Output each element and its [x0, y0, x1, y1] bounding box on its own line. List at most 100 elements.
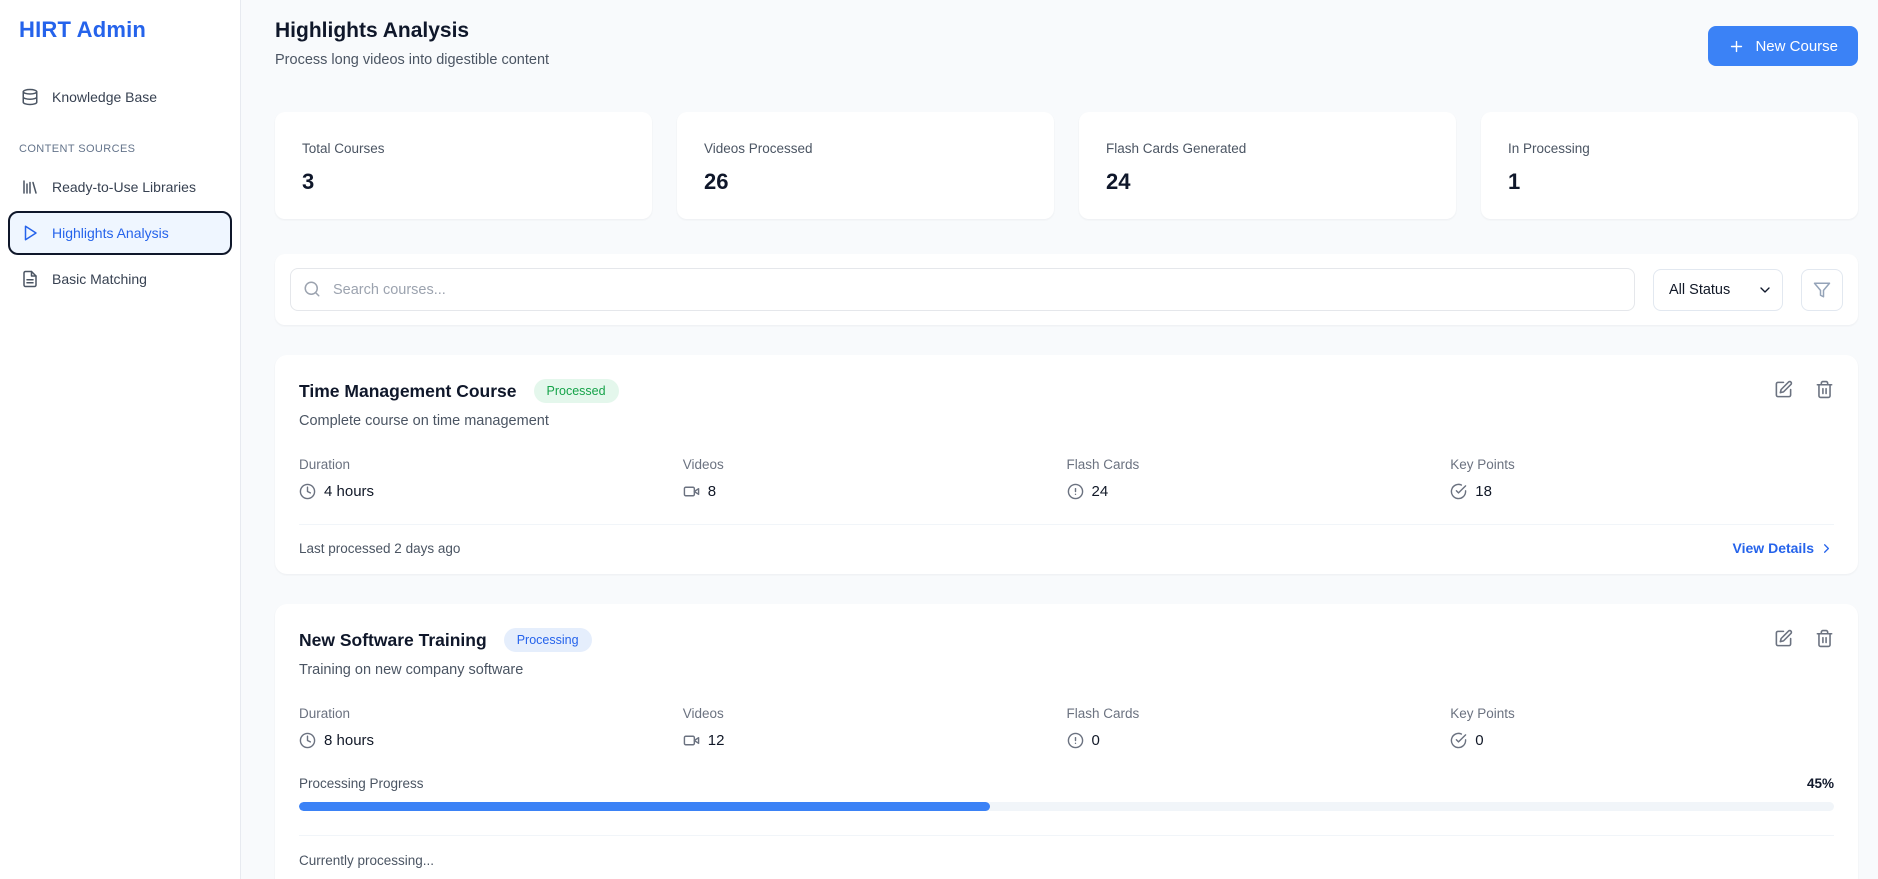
metric-label: Duration	[299, 706, 351, 721]
course-description: Complete course on time management	[299, 413, 549, 429]
status-filter-select[interactable]: All Status	[1653, 268, 1783, 311]
metric-value: 8	[707, 483, 717, 500]
new-course-button[interactable]: New Course	[1708, 26, 1858, 66]
sidebar-item-basic-matching[interactable]: Basic Matching	[8, 257, 232, 301]
chevron-right-icon	[1824, 543, 1829, 553]
stat-label: Flash Cards Generated	[1106, 141, 1247, 156]
stat-value: 26	[704, 169, 729, 194]
brand-title: HIRT Admin	[19, 17, 147, 42]
metric-label: Flash Cards	[1066, 706, 1140, 721]
clock-icon	[299, 483, 316, 500]
metric-value: 18	[1475, 483, 1492, 500]
sidebar-item-ready-to-use-libraries[interactable]: Ready-to-Use Libraries	[8, 165, 232, 209]
metric-value: 24	[1091, 483, 1109, 500]
metric-videos: Videos 8	[683, 457, 1067, 500]
status-badge: Processing	[503, 628, 592, 652]
delete-course-button[interactable]	[1815, 629, 1834, 651]
course-metrics: Duration 4 hours Videos 8	[299, 457, 1834, 500]
course-metrics: Duration 8 hours Videos 12	[299, 706, 1834, 749]
sidebar-item-knowledge-base[interactable]: Knowledge Base	[8, 75, 232, 119]
metric-key-points: Key Points 18	[1450, 457, 1834, 500]
sidebar: HIRT Admin Knowledge Base CONTENT SOURCE…	[0, 0, 241, 879]
metric-label: Videos	[682, 457, 724, 472]
course-card-actions	[1774, 380, 1834, 402]
trash-icon	[1816, 629, 1833, 648]
status-badge: Processed	[533, 379, 619, 403]
sidebar-item-label: Knowledge Base	[52, 89, 158, 105]
search-toolbar: All Status	[275, 254, 1858, 325]
progress-bar-fill	[299, 802, 990, 811]
progress-label: Processing Progress	[299, 776, 424, 791]
sidebar-item-label: Ready-to-Use Libraries	[52, 179, 196, 195]
metric-value: 12	[707, 732, 725, 749]
metric-value: 0	[1475, 732, 1484, 749]
stat-card-in-processing: In Processing 1	[1481, 112, 1858, 219]
database-icon	[22, 88, 38, 106]
view-details-link[interactable]: View Details	[1733, 540, 1834, 556]
metric-flash-cards: Flash Cards 0	[1067, 706, 1451, 749]
metric-videos: Videos 12	[683, 706, 1067, 749]
video-icon	[683, 486, 700, 497]
alert-circle-icon	[1067, 732, 1083, 749]
metric-label: Key Points	[1450, 706, 1515, 721]
page-header: Highlights Analysis Process long videos …	[275, 14, 1858, 68]
metric-value: 4 hours	[324, 483, 375, 500]
processing-status-text: Currently processing...	[299, 853, 435, 868]
status-filter-wrapper: All Status	[1653, 268, 1783, 311]
new-course-button-label: New Course	[1755, 37, 1838, 55]
metric-label: Flash Cards	[1066, 457, 1140, 472]
delete-course-button[interactable]	[1815, 380, 1834, 402]
search-input[interactable]	[290, 268, 1635, 311]
course-title: New Software Training	[299, 629, 487, 650]
filter-button[interactable]	[1801, 268, 1843, 311]
search-field-wrapper	[290, 268, 1635, 311]
page-subtitle: Process long videos into digestible cont…	[275, 52, 550, 68]
file-text-icon	[23, 270, 37, 288]
sidebar-item-label: Highlights Analysis	[52, 225, 169, 241]
course-card-footer: Last processed 2 days ago View Details	[299, 524, 1834, 574]
funnel-icon	[1813, 282, 1831, 297]
last-processed-text: Last processed 2 days ago	[299, 540, 461, 556]
library-icon	[23, 180, 37, 194]
course-card-footer: Currently processing...	[299, 835, 1834, 879]
stat-card-videos-processed: Videos Processed 26	[677, 112, 1054, 219]
course-card-time-management: Time Management Course Processed	[275, 355, 1858, 574]
alert-circle-icon	[1067, 483, 1083, 500]
stat-value: 1	[1508, 169, 1521, 194]
course-card-header: Time Management Course Processed	[299, 379, 1834, 403]
stat-card-total-courses: Total Courses 3	[275, 112, 652, 219]
metric-duration: Duration 4 hours	[299, 457, 683, 500]
metric-label: Key Points	[1450, 457, 1515, 472]
course-card-header: New Software Training Processing	[299, 628, 1834, 652]
processing-progress-section: Processing Progress 45%	[299, 776, 1834, 811]
clock-icon	[299, 732, 316, 749]
page-title: Highlights Analysis	[275, 19, 470, 42]
sidebar-item-highlights-analysis[interactable]: Highlights Analysis	[8, 211, 232, 255]
trash-icon	[1816, 380, 1833, 399]
edit-course-button[interactable]	[1774, 629, 1793, 651]
plus-icon	[1731, 40, 1743, 52]
metric-duration: Duration 8 hours	[299, 706, 683, 749]
progress-percent: 45%	[1806, 776, 1834, 791]
sidebar-section-label: CONTENT SOURCES	[19, 143, 136, 155]
stat-label: Total Courses	[302, 141, 385, 156]
edit-course-button[interactable]	[1774, 380, 1793, 402]
video-icon	[683, 735, 700, 746]
stat-value: 24	[1106, 169, 1131, 194]
check-circle-icon	[1451, 483, 1467, 500]
metric-value: 8 hours	[324, 732, 375, 749]
metric-label: Videos	[682, 706, 724, 721]
stat-value: 3	[302, 169, 315, 194]
play-icon	[24, 225, 37, 241]
course-card-new-software-training: New Software Training Processing	[275, 604, 1858, 879]
course-card-actions	[1774, 629, 1834, 651]
stat-label: In Processing	[1508, 141, 1590, 156]
stat-card-flash-cards-generated: Flash Cards Generated 24	[1079, 112, 1456, 219]
main-content: Highlights Analysis Process long videos …	[241, 0, 1878, 879]
stat-label: Videos Processed	[704, 141, 813, 156]
metric-key-points: Key Points 0	[1450, 706, 1834, 749]
metric-value: 0	[1091, 732, 1100, 749]
metric-label: Duration	[299, 457, 351, 472]
sidebar-item-label: Basic Matching	[52, 271, 147, 287]
